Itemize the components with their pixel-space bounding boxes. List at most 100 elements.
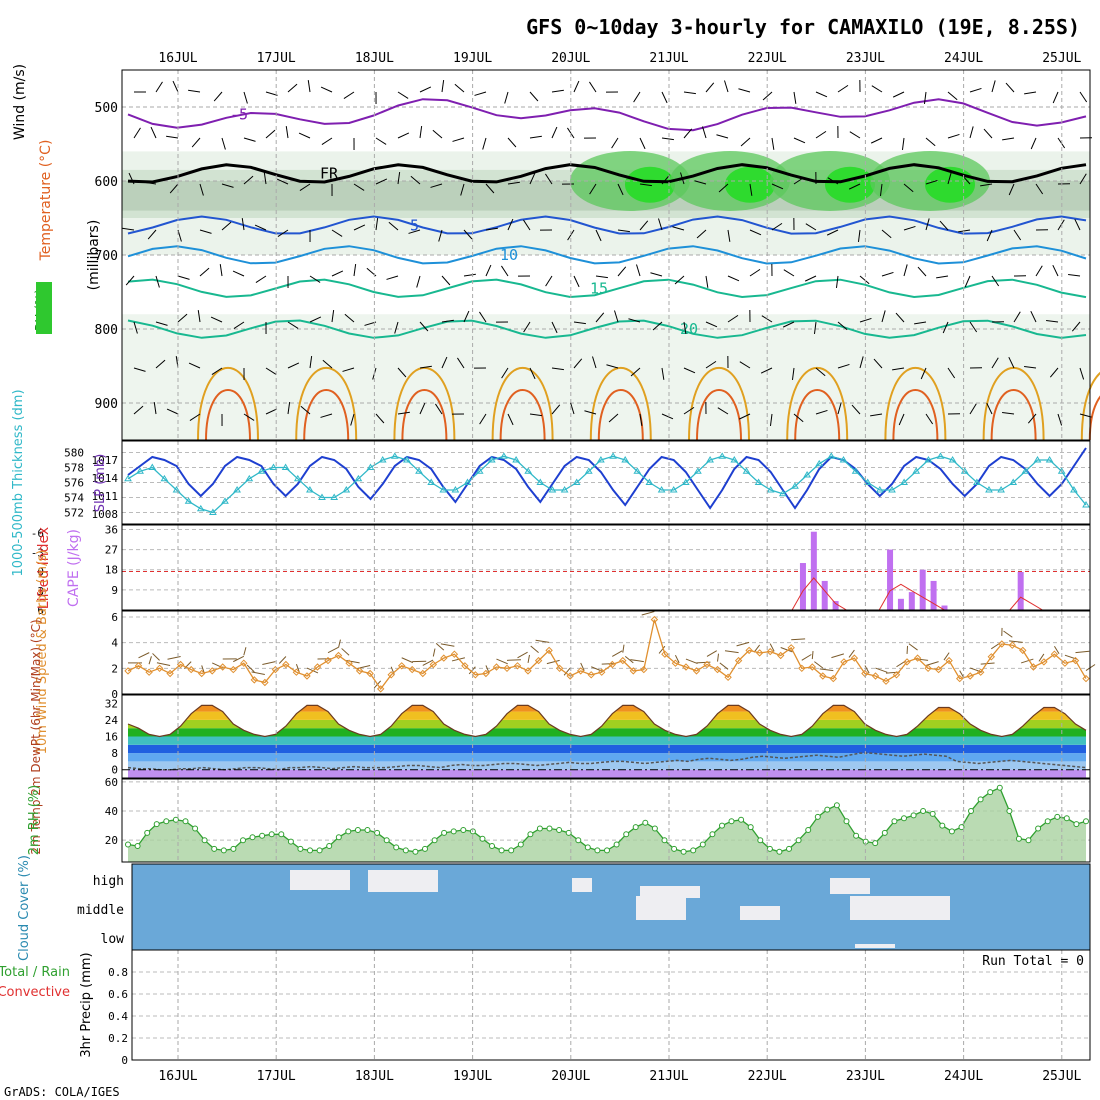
cape-bar [908,592,915,610]
wind-barb [133,127,141,139]
wind-speed-point [597,668,606,676]
temp-contour--5 [127,98,1087,132]
wind-speed-point [176,660,185,669]
wind-barb [241,218,245,231]
wind-barb [1030,310,1037,323]
wind-barb [529,413,542,417]
precip-bg [132,950,1090,1060]
wind-barb [501,265,509,277]
slp-tick-label: 1014 [92,472,119,485]
rh-point [996,784,1003,791]
thickness-point [390,452,399,459]
wind-10m-barb [864,665,870,674]
wind-barb [947,172,952,185]
rh-point [671,845,678,852]
wind-barb [463,273,476,277]
day-label-bottom: 22JUL [748,1069,787,1084]
temp-color-band [128,728,1086,737]
wind-barb [901,137,905,150]
wind-barb [299,183,311,191]
wind-10m-barb [517,651,528,659]
rh-point [699,841,706,848]
thickness-point [451,486,460,493]
rh-point [192,825,199,832]
thickness-point [839,456,848,463]
wind-speed-point [734,656,743,665]
wind-barb [815,367,826,377]
rh-point [872,840,879,847]
wind-barb [705,82,715,93]
day-label-bottom: 19JUL [453,1069,492,1084]
warm-contour-25 [295,366,358,441]
wind-barb [454,83,465,93]
slp-thickness-panel: 572 574 576 578 580 1008 1011 1014 1017 1000-500m… [11,389,1091,577]
rh-point [910,812,917,819]
wind-barb [545,275,553,287]
wind-10m-barb [943,652,950,661]
wind-speed-point [166,669,174,678]
wind-10m-barb [719,662,729,670]
wind-barb [1079,91,1088,103]
slp-tick-label: 1011 [92,490,119,503]
wind-barb [793,137,806,144]
wind-barb [133,367,146,372]
rh-point [891,818,898,825]
wind-10m-barb [138,652,150,659]
temp-frame [121,694,1091,779]
thickness-point [148,463,157,470]
wind-speed-point [271,665,280,674]
wind-10m-barb [769,643,775,652]
wind-barb [221,183,234,188]
day-label-top: 18JUL [355,51,394,66]
cloud-row-label: high [93,874,124,889]
wind-barb [507,181,520,185]
rh-point [948,828,955,835]
wind-barb [122,227,135,231]
wind-barb [309,275,321,283]
wind-barb [221,221,232,231]
wind-barb [873,358,883,369]
wind-barb [639,137,646,150]
wind-barb [793,91,797,104]
wind-speed-point [545,646,553,655]
wind-barb [460,183,465,196]
wind-speed-point [587,671,595,679]
wind-speed-point [608,660,617,669]
wind-barb [263,172,267,185]
wind-barb [892,91,905,98]
wind-barb [567,127,575,139]
wind-10m-barb [246,664,255,673]
thickness-point [342,486,351,493]
wind-speed-point [492,663,501,671]
wind-barb [482,137,487,150]
wind-barb [639,413,643,426]
wind-barb [309,316,322,323]
thickness-point [706,456,714,463]
rh-point [776,848,783,855]
thickness-point [621,456,630,463]
wind-10m-barb [295,664,300,673]
wind-barb [716,134,729,139]
wind-speed-point [155,664,164,673]
wind-barb [936,275,949,279]
precip-tick-label: 0.8 [108,966,128,979]
wind-10m-barb [706,650,718,657]
rh-point [977,796,984,803]
thickness-point [378,456,387,463]
wind-barb [947,367,956,379]
wind-speed-point [261,678,269,687]
wind-barb [718,183,729,193]
cape-tick-label: 18 [105,564,118,577]
legend-wind-label: Wind (m/s) [12,64,28,140]
wind-10m-barb [546,659,560,665]
thickness-point [1021,467,1030,474]
wind-barb [849,131,861,139]
wind-tick-label: 6 [111,611,118,624]
wind-barb [835,275,839,288]
thickness-point [209,508,217,515]
wind-barb [155,321,168,326]
thickness-point [403,456,411,463]
warm-contour-30 [401,389,448,441]
wind-barb [397,367,407,378]
